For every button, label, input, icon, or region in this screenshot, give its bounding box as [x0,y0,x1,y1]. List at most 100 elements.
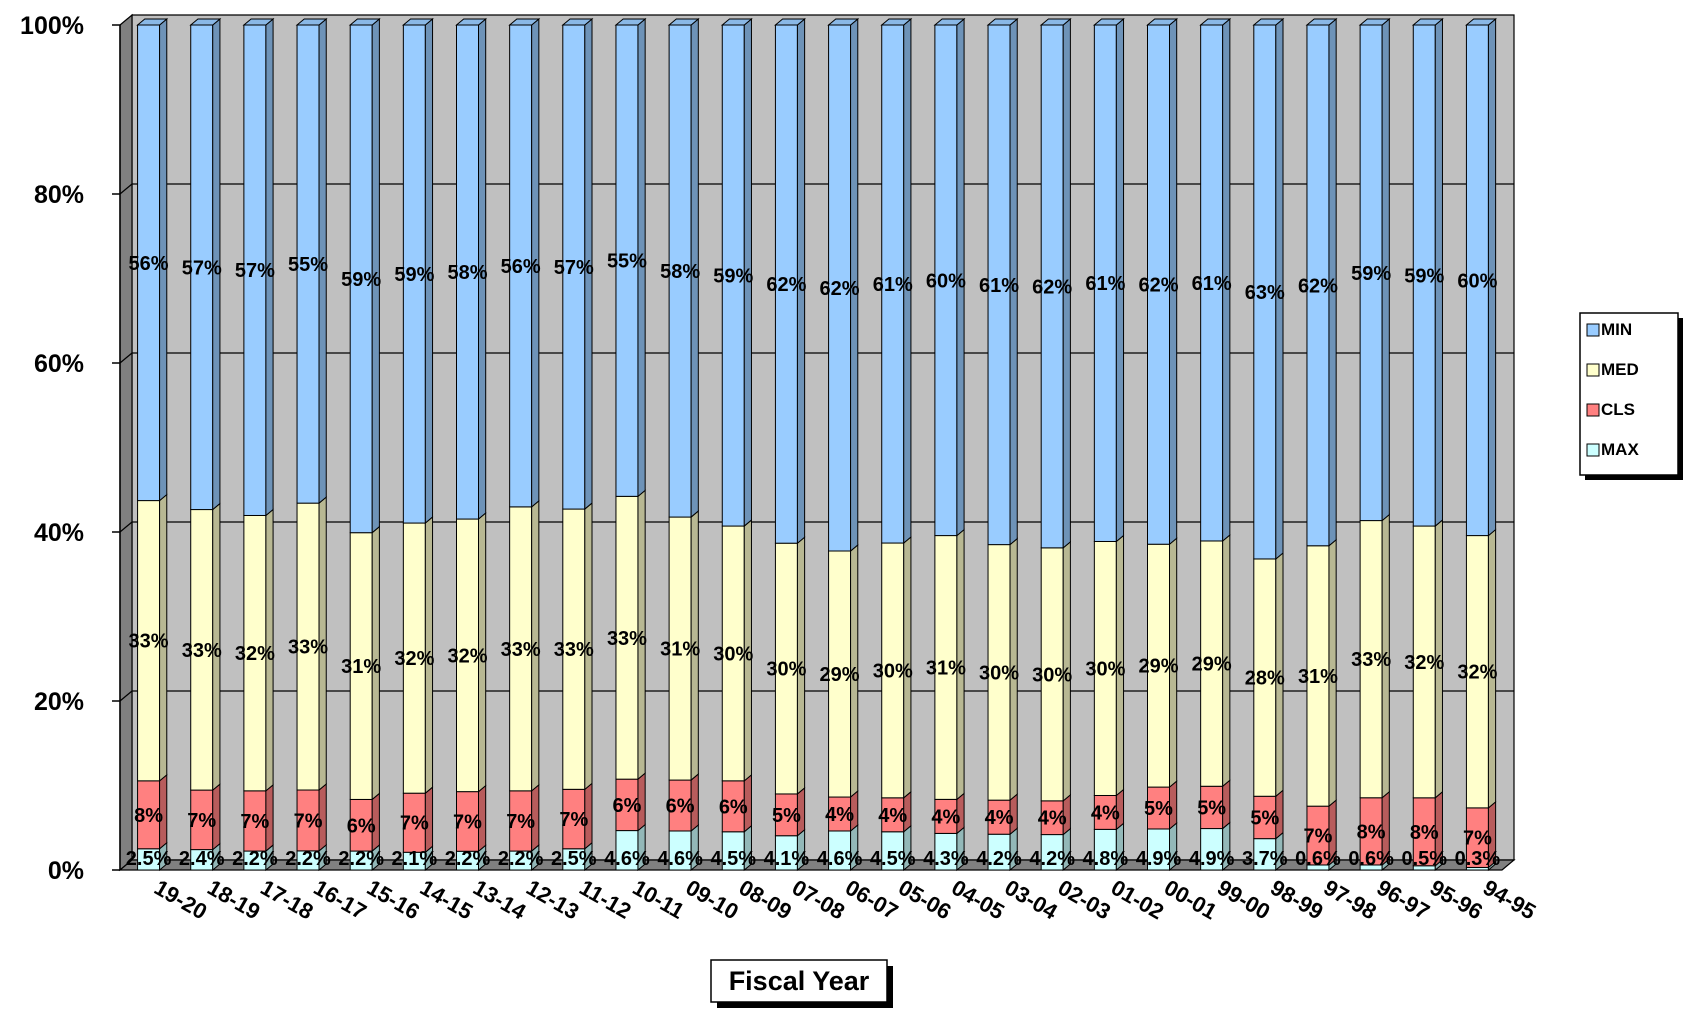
y-tick-label: 0% [48,857,84,885]
data-label-med: 28% [1245,668,1285,690]
data-label-max: 4.5% [870,848,916,870]
data-label-med: 29% [1192,654,1232,676]
data-label-min: 58% [447,262,487,284]
data-label-cls: 6% [347,815,376,837]
data-label-med: 33% [1351,649,1391,671]
y-tick-label: 20% [34,688,84,716]
data-label-min: 56% [501,256,541,278]
legend-swatch-max [1587,444,1599,456]
legend-swatch-cls [1587,404,1599,416]
data-label-med: 31% [341,656,381,678]
data-label-min: 60% [926,270,966,292]
data-label-min: 61% [979,275,1019,297]
x-tick-label: 08-09 [735,875,796,925]
data-label-max: 4.9% [1189,848,1235,870]
data-label-min: 55% [607,251,647,273]
x-tick-label: 04-05 [947,875,1008,925]
data-label-med: 32% [235,643,275,665]
data-label-med: 30% [766,659,806,681]
x-axis-ticks: 19-2018-1917-1816-1715-1614-1513-1412-13… [150,875,1540,925]
x-tick-label: 18-19 [203,875,264,925]
data-label-med: 32% [1404,652,1444,674]
data-label-med: 30% [1032,664,1072,686]
x-tick-label: 13-14 [469,875,531,925]
data-label-min: 58% [660,261,700,283]
x-tick-label: 10-11 [628,875,688,924]
data-label-min: 59% [713,266,753,288]
data-label-cls: 4% [1091,802,1120,824]
x-tick-label: 03-04 [1001,875,1063,925]
data-label-max: 2.2% [232,848,278,870]
data-label-cls: 5% [1197,797,1226,819]
data-label-med: 31% [660,639,700,661]
data-label-med: 33% [288,637,328,659]
data-label-cls: 7% [1304,826,1333,848]
data-label-med: 33% [554,639,594,661]
x-tick-label: 11-12 [575,875,635,924]
data-label-min: 59% [1351,263,1391,285]
legend-swatch-med [1587,364,1599,376]
data-label-med: 33% [182,640,222,662]
data-label-min: 55% [288,254,328,276]
data-label-med: 33% [607,628,647,650]
data-label-max: 0.3% [1455,848,1501,870]
legend-label-med: MED [1601,360,1639,379]
data-label-max: 2.2% [338,848,384,870]
data-label-max: 2.5% [551,848,597,870]
data-label-min: 62% [1298,275,1338,297]
data-label-max: 0.6% [1295,848,1341,870]
data-label-cls: 7% [400,813,429,835]
x-tick-label: 15-16 [363,875,424,925]
data-label-cls: 8% [1410,822,1439,844]
data-label-cls: 4% [1038,808,1067,830]
data-label-min: 62% [766,274,806,296]
y-axis-ticks: 0% 20% 40% 60% 80% 100% [20,12,120,885]
data-label-cls: 7% [506,811,535,833]
y-tick-label: 80% [34,181,84,209]
data-label-min: 62% [820,278,860,300]
data-label-min: 62% [1032,276,1072,298]
x-tick-label: 96-97 [1373,875,1434,925]
x-tick-label: 12-13 [522,875,583,925]
x-tick-label: 05-06 [894,875,955,925]
x-tick-label: 14-15 [416,875,477,925]
data-label-min: 57% [554,257,594,279]
data-label-min: 63% [1245,282,1285,304]
data-label-max: 2.4% [179,848,225,870]
x-axis-title: Fiscal Year [729,966,870,996]
data-label-min: 59% [341,269,381,291]
data-label-min: 57% [182,257,222,279]
data-label-med: 31% [1298,666,1338,688]
data-label-max: 2.5% [126,848,172,870]
x-tick-label: 99-00 [1213,875,1274,925]
data-label-cls: 7% [294,810,323,832]
x-tick-label: 97-98 [1319,875,1380,925]
data-label-max: 4.5% [710,848,756,870]
data-label-cls: 4% [931,806,960,828]
x-tick-label: 94-95 [1479,875,1540,925]
data-label-cls: 4% [985,807,1014,829]
data-label-max: 4.6% [657,848,703,870]
data-label-cls: 4% [825,804,854,826]
legend-label-max: MAX [1601,440,1639,459]
legend-label-min: MIN [1601,320,1632,339]
data-label-min: 61% [1085,273,1125,295]
data-label-max: 4.2% [976,848,1022,870]
x-tick-label: 06-07 [841,875,902,925]
side-wall [120,15,132,870]
data-label-min: 56% [129,253,169,275]
data-label-max: 3.7% [1242,848,1288,870]
data-label-med: 32% [1457,662,1497,684]
data-label-max: 4.2% [1029,848,1075,870]
data-label-max: 4.6% [604,848,650,870]
y-tick-label: 100% [20,12,84,40]
legend: MIN MED CLS MAX [1580,313,1683,480]
data-label-cls: 4% [878,805,907,827]
data-label-min: 59% [1404,266,1444,288]
data-label-max: 0.6% [1348,848,1394,870]
data-label-med: 32% [394,648,434,670]
data-label-cls: 5% [772,805,801,827]
x-tick-label: 07-08 [788,875,849,925]
